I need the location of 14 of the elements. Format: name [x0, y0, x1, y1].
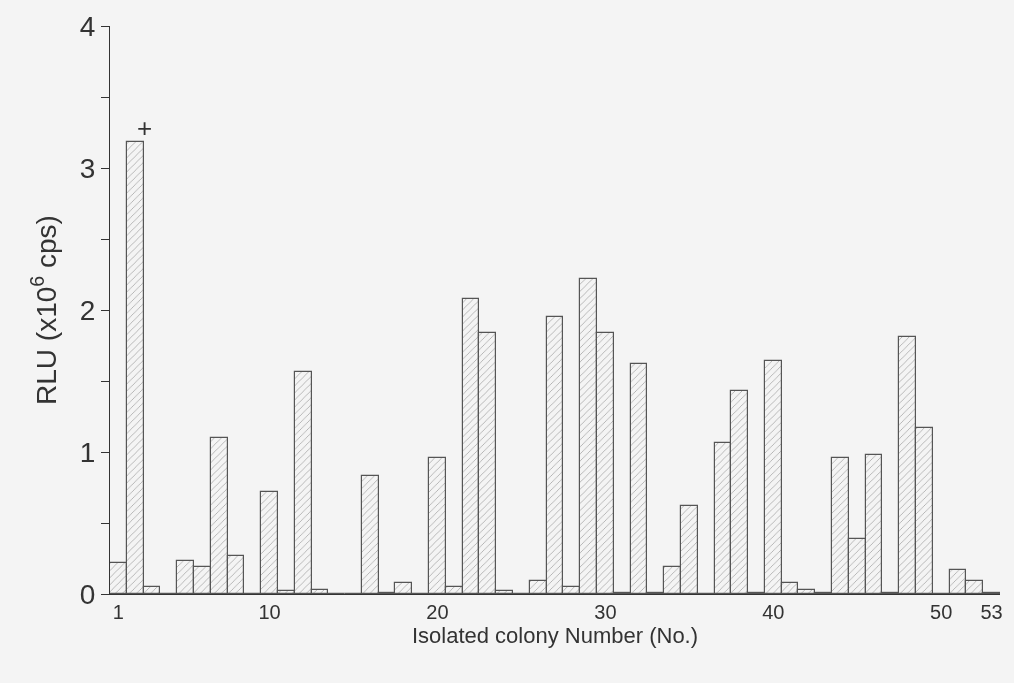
x-tick-label: 53	[980, 601, 1003, 623]
x-tick-label: 40	[762, 601, 785, 623]
y-tick-label: 0	[79, 578, 96, 610]
y-tick-label: 4	[79, 10, 96, 42]
y-tick-label: 1	[79, 436, 96, 468]
x-tick-label: 10	[258, 601, 281, 623]
x-tick-label: 30	[594, 601, 617, 623]
x-tick-label: 1	[112, 601, 124, 623]
x-axis-title: Isolated colony Number (No.)	[411, 623, 699, 648]
annotation: +	[137, 113, 153, 143]
y-tick-label: 2	[79, 294, 96, 326]
y-tick-label: 3	[79, 152, 96, 184]
x-tick-label: 50	[930, 601, 953, 623]
x-tick-label: 20	[426, 601, 449, 623]
